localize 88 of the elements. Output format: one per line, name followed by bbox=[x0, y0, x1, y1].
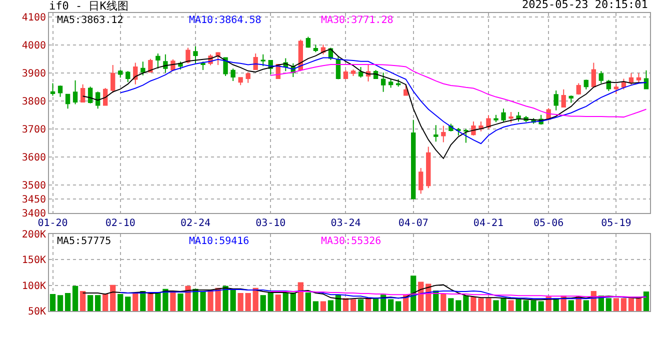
y-tick-label: 50K bbox=[28, 306, 46, 318]
candlestick bbox=[148, 58, 153, 73]
candlestick bbox=[253, 53, 258, 70]
text: MA10:3864.58 bbox=[189, 15, 262, 26]
candlestick bbox=[230, 68, 236, 82]
text: MA10:59416 bbox=[189, 236, 250, 247]
candlestick bbox=[591, 62, 596, 88]
candlestick bbox=[486, 114, 491, 130]
y-tick-label: 4000 bbox=[22, 40, 46, 52]
y-tick-label: 3500 bbox=[22, 180, 46, 192]
y-tick-label: 3450 bbox=[22, 194, 46, 206]
candlestick bbox=[456, 127, 461, 136]
candlestick bbox=[246, 72, 250, 84]
y-tick-label: 4100 bbox=[22, 12, 46, 24]
y-tick-label: 3600 bbox=[22, 152, 46, 164]
candlestick bbox=[80, 84, 86, 102]
candlestick bbox=[434, 124, 438, 142]
candlestick bbox=[418, 167, 424, 194]
candlestick bbox=[358, 66, 364, 78]
y-tick-label: 3700 bbox=[22, 124, 46, 136]
candlestick bbox=[576, 82, 581, 96]
candlestick bbox=[343, 70, 348, 79]
candlestick bbox=[568, 95, 574, 104]
text: MA5:57775 bbox=[57, 236, 112, 247]
x-tick-label: 02-24 bbox=[180, 218, 211, 229]
candlestick bbox=[50, 82, 56, 96]
candlestick bbox=[516, 112, 521, 122]
candlestick bbox=[126, 70, 130, 83]
x-tick-label: 03-10 bbox=[256, 218, 286, 229]
x-tick-label: 03-24 bbox=[330, 218, 361, 229]
x-tick-label: 01-20 bbox=[38, 218, 68, 229]
text: MA30:55326 bbox=[321, 236, 382, 247]
candlestick bbox=[644, 70, 649, 90]
candlestick bbox=[426, 146, 431, 189]
candlestick bbox=[636, 72, 642, 84]
chart-subtitle: 2025-05-23 20:15:01 bbox=[522, 0, 648, 11]
candlestick bbox=[508, 112, 514, 124]
candlestick bbox=[238, 77, 243, 86]
candlestick bbox=[72, 80, 78, 105]
candlestick bbox=[441, 125, 446, 143]
line-series bbox=[270, 64, 647, 118]
candlestick bbox=[380, 72, 386, 92]
candlestick bbox=[186, 47, 190, 64]
candlestick bbox=[118, 70, 123, 78]
text: MA30:3771.28 bbox=[321, 15, 394, 26]
candlestick bbox=[464, 128, 468, 144]
x-tick-label: 02-10 bbox=[105, 218, 136, 229]
candlestick bbox=[156, 53, 160, 70]
text: MA5:3863.12 bbox=[57, 15, 124, 26]
candlestick bbox=[140, 61, 146, 76]
candlestick bbox=[65, 94, 70, 110]
candlestick bbox=[200, 61, 206, 71]
candlestick bbox=[110, 64, 116, 94]
candlestick bbox=[306, 36, 311, 48]
line-series bbox=[120, 288, 647, 300]
candlestick bbox=[388, 78, 394, 88]
candlestick bbox=[260, 54, 266, 67]
y-tick-label: 3800 bbox=[22, 96, 46, 108]
y-tick-label: 150K bbox=[22, 255, 46, 266]
candlestick bbox=[216, 52, 220, 66]
candlestick bbox=[598, 70, 604, 84]
candlestick bbox=[58, 84, 63, 98]
x-tick-label: 04-21 bbox=[473, 218, 504, 229]
candlestick bbox=[614, 83, 619, 94]
candlestick bbox=[501, 108, 506, 122]
y-tick-label: 100K bbox=[22, 280, 46, 292]
candlestick bbox=[350, 69, 356, 76]
candlestick bbox=[88, 86, 93, 104]
y-tick-label: 3900 bbox=[22, 68, 46, 80]
x-tick-label: 05-06 bbox=[534, 218, 564, 229]
candlestick bbox=[313, 44, 318, 53]
candlestick bbox=[193, 46, 198, 64]
y-tick-label: 200K bbox=[22, 230, 46, 240]
x-tick-label: 04-07 bbox=[398, 218, 428, 229]
line-series bbox=[120, 57, 647, 144]
candlestick bbox=[628, 72, 634, 86]
candlestick bbox=[554, 90, 558, 111]
x-tick-label: 05-19 bbox=[601, 218, 632, 229]
chart-title: if0 - 日K线图 bbox=[49, 0, 128, 13]
candlestick bbox=[133, 62, 138, 85]
candlestick bbox=[584, 79, 588, 90]
candlestick bbox=[163, 54, 168, 74]
candlestick bbox=[471, 121, 476, 136]
line-series bbox=[82, 284, 647, 300]
y-tick-label: 3400 bbox=[22, 208, 46, 220]
candlestick bbox=[494, 114, 498, 123]
candlestick bbox=[561, 88, 566, 108]
candlestick bbox=[95, 91, 100, 110]
